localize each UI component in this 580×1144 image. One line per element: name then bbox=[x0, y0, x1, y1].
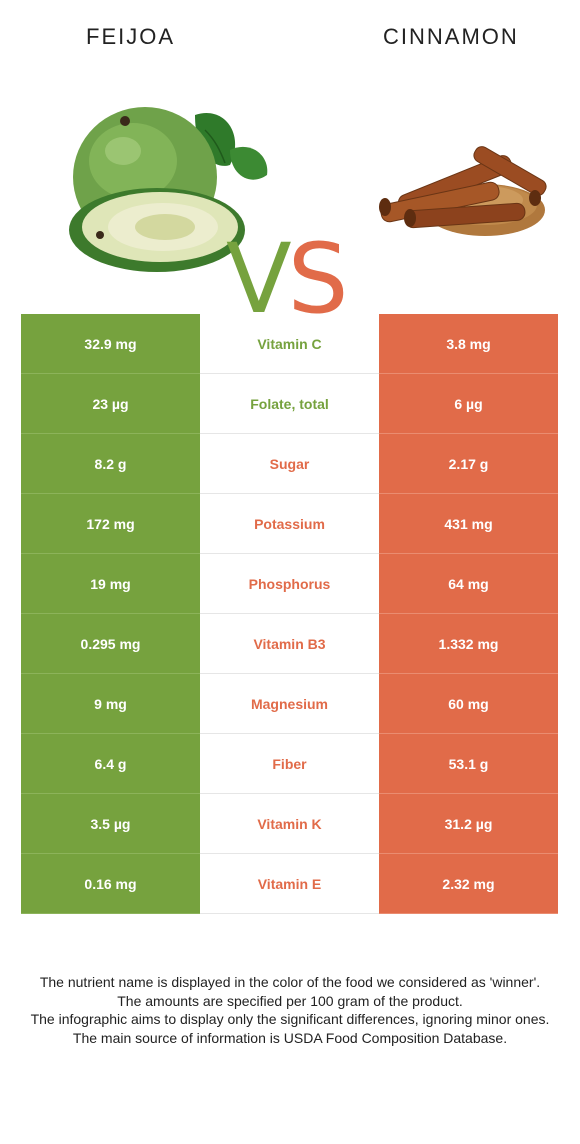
nutrient-name: Phosphorus bbox=[200, 554, 379, 613]
nutrient-name: Sugar bbox=[200, 434, 379, 493]
right-food-title: CINNAMON bbox=[383, 24, 519, 49]
versus-s: S bbox=[287, 223, 349, 335]
versus-mark: VS bbox=[226, 231, 349, 327]
feijoa-image bbox=[69, 107, 268, 272]
nutrient-name: Folate, total bbox=[200, 374, 379, 433]
right-value: 60 mg bbox=[379, 674, 558, 734]
right-value: 31.2 µg bbox=[379, 794, 558, 854]
left-value: 0.295 mg bbox=[21, 614, 200, 674]
left-value: 19 mg bbox=[21, 554, 200, 614]
versus-v: V bbox=[226, 223, 292, 335]
right-value: 1.332 mg bbox=[379, 614, 558, 674]
table-row: 9 mg Magnesium 60 mg bbox=[21, 674, 558, 734]
footnote-line: The main source of information is USDA F… bbox=[72, 1029, 508, 1046]
right-value: 2.32 mg bbox=[379, 854, 558, 914]
table-row: 23 µg Folate, total 6 µg bbox=[21, 374, 558, 434]
right-value: 431 mg bbox=[379, 494, 558, 554]
right-value: 64 mg bbox=[379, 554, 558, 614]
table-row: 0.295 mg Vitamin B3 1.332 mg bbox=[21, 614, 558, 674]
left-food-title: FEIJOA bbox=[86, 24, 176, 49]
table-row: 19 mg Phosphorus 64 mg bbox=[21, 554, 558, 614]
left-value: 9 mg bbox=[21, 674, 200, 734]
hero-images: VS bbox=[0, 95, 580, 327]
table-row: 32.9 mg Vitamin C 3.8 mg bbox=[21, 314, 558, 374]
nutrient-name: Vitamin E bbox=[200, 854, 379, 913]
right-value: 53.1 g bbox=[379, 734, 558, 794]
right-value: 3.8 mg bbox=[379, 314, 558, 374]
left-value: 8.2 g bbox=[21, 434, 200, 494]
nutrient-name: Magnesium bbox=[200, 674, 379, 733]
right-value: 6 µg bbox=[379, 374, 558, 434]
left-value: 172 mg bbox=[21, 494, 200, 554]
left-value: 6.4 g bbox=[21, 734, 200, 794]
footnote-line: The nutrient name is displayed in the co… bbox=[39, 974, 541, 990]
nutrient-name: Fiber bbox=[200, 734, 379, 793]
left-value: 0.16 mg bbox=[21, 854, 200, 914]
nutrient-name: Vitamin B3 bbox=[200, 614, 379, 673]
left-value: 3.5 µg bbox=[21, 794, 200, 854]
right-value: 2.17 g bbox=[379, 434, 558, 494]
footnote-line: The infographic aims to display only the… bbox=[30, 1011, 550, 1027]
comparison-table: 32.9 mg Vitamin C 3.8 mg 23 µg Folate, total… bbox=[21, 314, 558, 914]
table-row: 6.4 g Fiber 53.1 g bbox=[21, 734, 558, 794]
table-row: 8.2 g Sugar 2.17 g bbox=[21, 434, 558, 494]
nutrient-name: Vitamin K bbox=[200, 794, 379, 853]
footnote: The nutrient name is displayed in the co… bbox=[20, 973, 560, 1047]
table-row: 0.16 mg Vitamin E 2.32 mg bbox=[21, 854, 558, 914]
cinnamon-image bbox=[379, 146, 547, 236]
left-value: 23 µg bbox=[21, 374, 200, 434]
nutrient-name: Vitamin C bbox=[200, 314, 379, 373]
nutrient-name: Potassium bbox=[200, 494, 379, 553]
table-row: 3.5 µg Vitamin K 31.2 µg bbox=[21, 794, 558, 854]
left-value: 32.9 mg bbox=[21, 314, 200, 374]
table-row: 172 mg Potassium 431 mg bbox=[21, 494, 558, 554]
footnote-line: The amounts are specified per 100 gram o… bbox=[117, 992, 463, 1009]
